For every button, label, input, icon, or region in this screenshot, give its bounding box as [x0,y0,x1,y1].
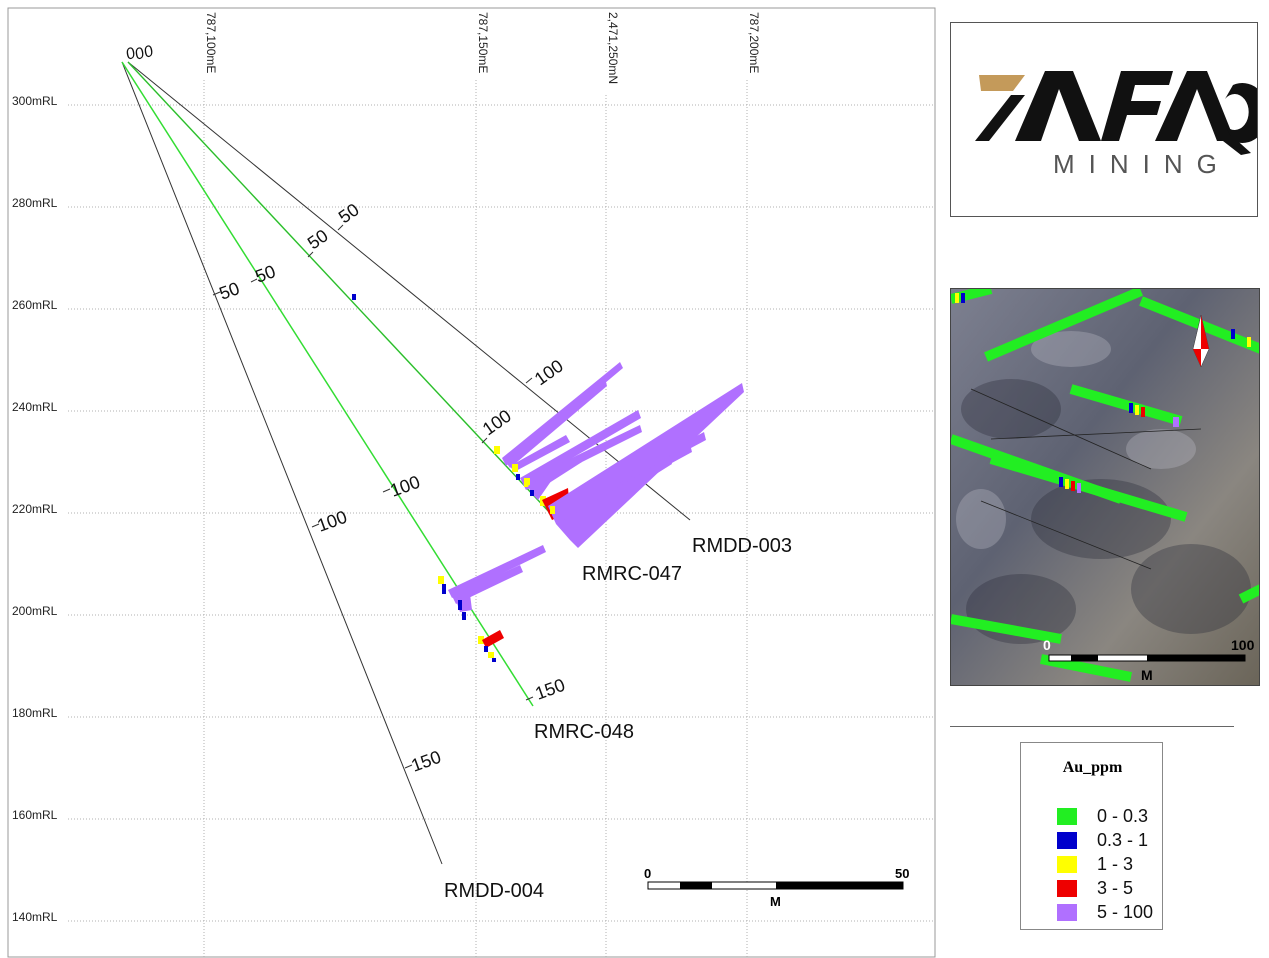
scale-start: 0 [644,866,651,881]
depth-label: 100 [388,472,423,501]
assay-bars-rmrc-048 [438,545,546,662]
inset-scale-start: 0 [1043,637,1051,653]
inset-scale-unit: M [1141,667,1153,683]
easting-label: 787,200mE [747,12,761,73]
hole-id-label: RMRC-047 [582,563,682,585]
elevation-label: 240mRL [12,400,58,414]
assay-bars-rmrc-047 [352,294,744,548]
logo-subtitle: MINING [1053,149,1231,179]
elevation-label: 200mRL [12,604,58,618]
legend-title: Au_ppm [1062,759,1123,776]
legend-swatch [1057,856,1077,873]
elevation-label: 300mRL [12,94,58,108]
legend-swatch [1057,808,1077,825]
legend-label: 3 - 5 [1097,878,1134,898]
hole-id-label: RMDD-003 [692,535,792,557]
legend-label: 0.3 - 1 [1097,830,1149,850]
cross-section-map: 300mRL 280mRL 260mRL 240mRL 220mRL 200mR… [7,7,936,958]
legend-swatch [1057,832,1077,849]
au-ppm-legend: Au_ppm 0 - 0.3 0.3 - 1 1 - 3 3 - 5 5 - 1… [1020,742,1163,930]
scale-bar: 0 50 M [644,866,909,909]
easting-label: 787,150mE [476,12,490,73]
depth-label: 150 [533,675,568,704]
hole-id-label: RMDD-004 [444,880,544,902]
section-frame [7,7,936,958]
hole-id-label: RMRC-048 [534,721,634,743]
scale-end: 50 [895,866,909,881]
depth-label: 50 [335,199,363,227]
drill-traces [121,61,691,865]
elevation-label: 220mRL [12,502,58,516]
elevation-label: 180mRL [12,706,58,720]
legend-label: 0 - 0.3 [1097,806,1149,826]
depth-label: 100 [531,356,567,390]
northing-label: 2,471,250mN [606,12,620,84]
elevation-label: 280mRL [12,196,58,210]
afaq-logo [975,71,1269,155]
depth-label: 50 [253,261,279,287]
legend-swatch [1057,904,1077,921]
north-arrow-icon [1192,314,1210,368]
inset-aerial-map: 0 100 M [950,288,1260,686]
legend-label: 1 - 3 [1097,854,1134,874]
elevation-label: 160mRL [12,808,58,822]
scale-unit: M [770,894,781,909]
separator-line [950,726,1234,727]
depth-label: 50 [304,225,332,253]
trace-rmdd-004 [121,61,443,865]
inset-scale-end: 100 [1231,637,1255,653]
depth-label: 50 [217,278,243,304]
depth-label: 100 [315,507,350,536]
elevation-label: 140mRL [12,910,58,924]
legend-swatch [1057,880,1077,897]
elevation-label: 260mRL [12,298,58,312]
legend-label: 5 - 100 [1097,902,1154,922]
depth-label: 150 [409,747,444,776]
elevation-grid [68,104,935,922]
easting-label: 787,100mE [204,12,218,73]
company-logo-box: MINING [950,22,1269,217]
easting-grid [203,80,748,957]
